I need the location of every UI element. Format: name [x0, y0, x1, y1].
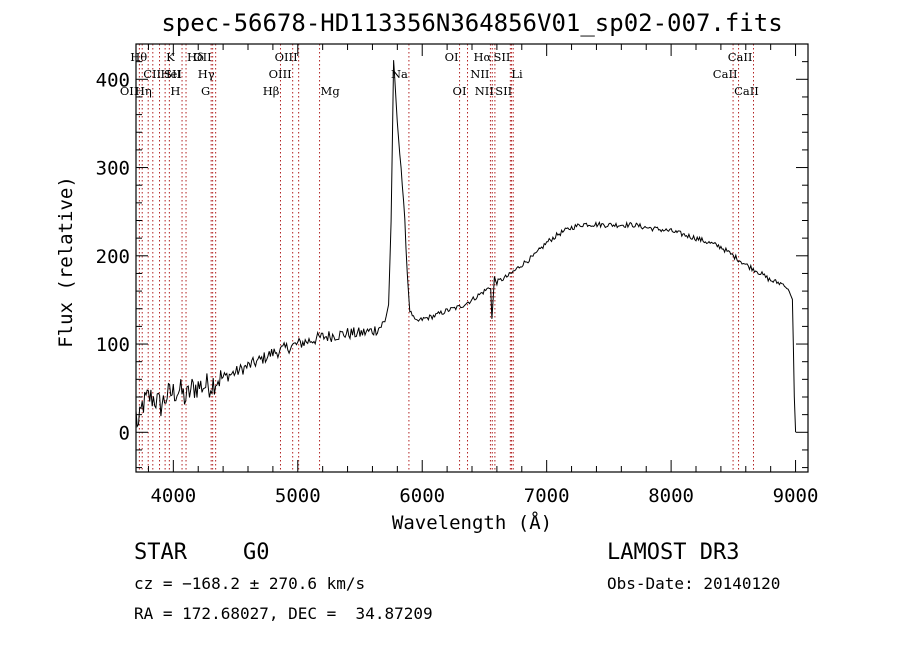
spectral-line-label: K: [166, 50, 175, 64]
spectral-line-label: Hδ: [187, 50, 204, 64]
spectral-line-label: SII: [164, 67, 181, 81]
y-tick-label: 100: [96, 334, 130, 356]
spectral-line-label: OIII: [269, 67, 292, 81]
spectral-line-label: OIII: [275, 50, 298, 64]
y-tick-label: 0: [119, 422, 130, 444]
spectral-line-label: Na: [391, 67, 408, 81]
y-axis-label: Flux (relative): [55, 176, 77, 348]
spectral-line-label: Li: [511, 67, 523, 81]
x-tick-label: 9000: [773, 485, 819, 507]
spectral-line-label: G: [201, 84, 210, 98]
spectral-line-label: CII: [143, 67, 161, 81]
y-tick-label: 400: [96, 69, 130, 91]
x-tick-label: 8000: [648, 485, 694, 507]
chart-title: spec-56678-HD113356N364856V01_sp02-007.f…: [161, 9, 782, 37]
axes: 4000 5000 6000 7000 8000 9000 0 100 200 300 400: [96, 43, 819, 507]
y-tick-label: 200: [96, 246, 130, 268]
spectral-line-markers: [138, 44, 754, 472]
survey-release: LAMOST DR3: [607, 540, 740, 565]
spectral-line-label: CaII: [734, 84, 759, 98]
spectral-line-label: Hγ: [198, 67, 215, 81]
spectral-line-label: SII: [495, 84, 512, 98]
spectral-line-label: Mg: [321, 84, 341, 98]
observation-date: Obs-Date: 20140120: [607, 574, 781, 593]
spectral-line-label: NII: [475, 84, 494, 98]
x-tick-label: 6000: [399, 485, 445, 507]
spectral-line-label: SII: [493, 50, 510, 64]
spectral-line-label: CaII: [713, 67, 738, 81]
spectral-line-label: OI: [453, 84, 467, 98]
spectral-line-label: CaII: [728, 50, 753, 64]
spectral-line-label: Hβ: [263, 84, 280, 98]
redshift-velocity: cz = −168.2 ± 270.6 km/s: [134, 574, 366, 593]
object-class: STAR: [134, 540, 187, 565]
spectral-line-label: OII: [193, 50, 212, 64]
plot-frame: [135, 43, 809, 473]
object-subclass: G0: [243, 540, 270, 565]
spectral-line-label: OI: [445, 50, 459, 64]
y-tick-label: 300: [96, 158, 130, 180]
spectral-line-label: Hη: [135, 84, 152, 98]
spectral-line-label: OII: [120, 84, 139, 98]
series-layer: [135, 60, 797, 433]
x-axis-label: Wavelength (Å): [392, 511, 552, 534]
spectral-line-label: NII: [470, 67, 489, 81]
x-tick-label: 7000: [524, 485, 570, 507]
spectral-line-label: H: [170, 84, 180, 98]
spectral-line-label: Hα: [473, 50, 491, 64]
x-tick-label: 5000: [275, 485, 321, 507]
spectral-line-label: HeI: [161, 67, 182, 81]
spectral-line-label: Hθ: [130, 50, 147, 64]
coordinates: RA = 172.68027, DEC = 34.87209: [134, 604, 433, 623]
x-tick-label: 4000: [150, 485, 196, 507]
series-line: [135, 60, 797, 433]
